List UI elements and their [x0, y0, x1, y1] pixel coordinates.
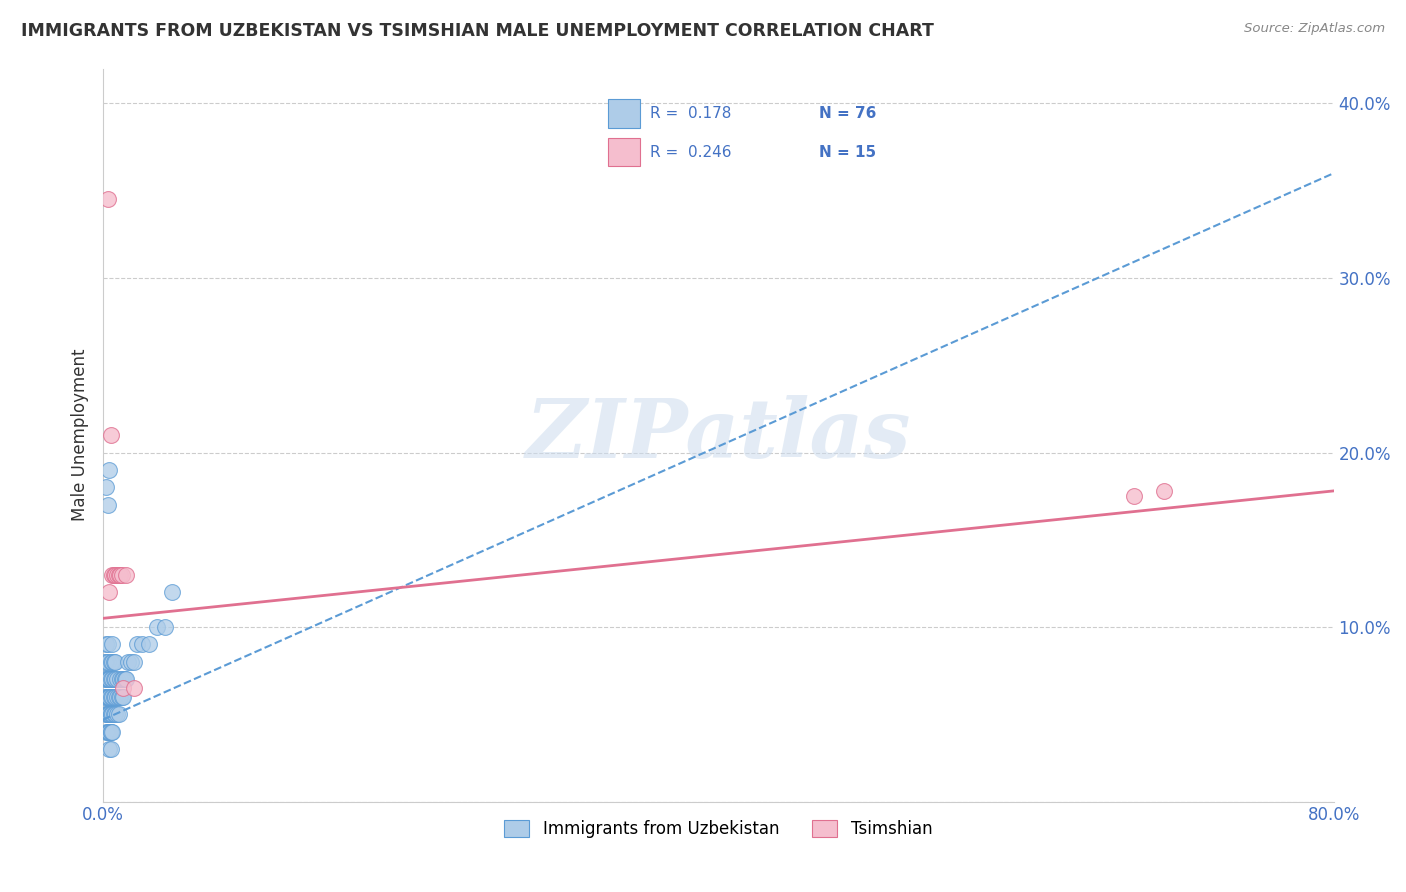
Point	[122, 655, 145, 669]
Point	[96, 480, 118, 494]
Point	[122, 681, 145, 695]
Point	[101, 673, 124, 687]
Point	[96, 724, 118, 739]
Point	[115, 673, 138, 687]
Point	[97, 673, 120, 687]
Point	[107, 690, 129, 704]
Point	[153, 620, 176, 634]
Point	[96, 655, 118, 669]
Point	[93, 690, 115, 704]
Point	[101, 724, 124, 739]
Point	[97, 690, 120, 704]
Point	[146, 620, 169, 634]
Point	[108, 690, 131, 704]
Point	[100, 673, 122, 687]
Point	[117, 655, 139, 669]
Text: ZIPatlas: ZIPatlas	[526, 395, 911, 475]
Point	[105, 673, 128, 687]
Point	[105, 707, 128, 722]
Point	[107, 567, 129, 582]
Point	[97, 193, 120, 207]
Point	[98, 585, 121, 599]
Point	[108, 673, 131, 687]
Point	[100, 724, 122, 739]
Point	[138, 638, 160, 652]
Point	[97, 707, 120, 722]
Point	[110, 690, 132, 704]
Point	[96, 673, 118, 687]
Point	[105, 690, 128, 704]
Point	[104, 655, 127, 669]
Point	[112, 673, 135, 687]
Point	[112, 681, 135, 695]
Point	[101, 707, 124, 722]
Point	[103, 690, 125, 704]
Point	[108, 567, 131, 582]
Text: IMMIGRANTS FROM UZBEKISTAN VS TSIMSHIAN MALE UNEMPLOYMENT CORRELATION CHART: IMMIGRANTS FROM UZBEKISTAN VS TSIMSHIAN …	[21, 22, 934, 40]
Text: Source: ZipAtlas.com: Source: ZipAtlas.com	[1244, 22, 1385, 36]
Point	[105, 567, 128, 582]
Point	[125, 638, 148, 652]
Point	[1153, 483, 1175, 498]
Point	[97, 724, 120, 739]
Point	[100, 428, 122, 442]
Point	[103, 707, 125, 722]
Point	[110, 567, 132, 582]
Point	[114, 673, 136, 687]
Point	[98, 707, 121, 722]
Point	[103, 567, 125, 582]
Point	[100, 742, 122, 756]
Point	[120, 655, 142, 669]
Point	[100, 655, 122, 669]
Point	[104, 567, 127, 582]
Point	[162, 585, 184, 599]
Point	[96, 638, 118, 652]
Point	[98, 742, 121, 756]
Point	[98, 690, 121, 704]
Point	[93, 673, 115, 687]
Point	[100, 724, 122, 739]
Point	[100, 690, 122, 704]
Point	[131, 638, 153, 652]
Point	[98, 724, 121, 739]
Point	[98, 707, 121, 722]
Point	[101, 690, 124, 704]
Point	[112, 690, 135, 704]
Point	[104, 673, 127, 687]
Point	[100, 707, 122, 722]
Point	[96, 707, 118, 722]
Point	[97, 655, 120, 669]
Point	[97, 724, 120, 739]
Y-axis label: Male Unemployment: Male Unemployment	[72, 349, 89, 521]
Point	[97, 498, 120, 512]
Point	[93, 655, 115, 669]
Point	[115, 567, 138, 582]
Point	[104, 707, 127, 722]
Point	[103, 655, 125, 669]
Point	[98, 463, 121, 477]
Point	[98, 724, 121, 739]
Point	[1122, 489, 1144, 503]
Point	[97, 690, 120, 704]
Point	[97, 638, 120, 652]
Point	[97, 707, 120, 722]
Point	[98, 690, 121, 704]
Point	[101, 655, 124, 669]
Point	[103, 673, 125, 687]
Legend: Immigrants from Uzbekistan, Tsimshian: Immigrants from Uzbekistan, Tsimshian	[498, 813, 939, 845]
Point	[107, 707, 129, 722]
Point	[100, 707, 122, 722]
Point	[98, 673, 121, 687]
Point	[98, 673, 121, 687]
Point	[97, 673, 120, 687]
Point	[110, 673, 132, 687]
Point	[101, 567, 124, 582]
Point	[96, 690, 118, 704]
Point	[104, 690, 127, 704]
Point	[101, 638, 124, 652]
Point	[96, 707, 118, 722]
